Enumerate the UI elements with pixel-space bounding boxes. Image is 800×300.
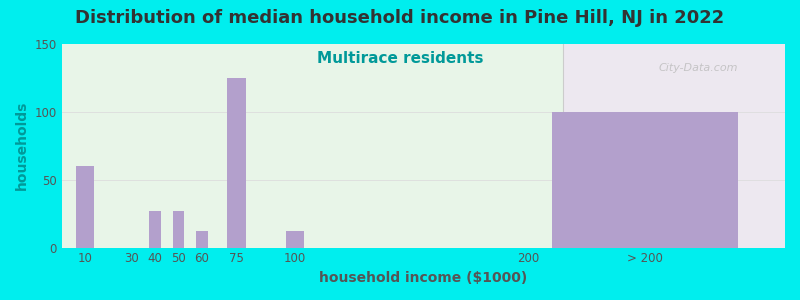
Bar bbox=[149, 211, 161, 247]
Bar bbox=[62, 44, 563, 247]
Text: Multirace residents: Multirace residents bbox=[317, 51, 483, 66]
Bar bbox=[196, 231, 207, 248]
Bar bbox=[552, 112, 738, 248]
Text: Distribution of median household income in Pine Hill, NJ in 2022: Distribution of median household income … bbox=[75, 9, 725, 27]
Bar bbox=[76, 166, 94, 248]
X-axis label: household income ($1000): household income ($1000) bbox=[319, 271, 527, 285]
Bar bbox=[286, 231, 304, 248]
Text: City-Data.com: City-Data.com bbox=[658, 63, 738, 74]
Y-axis label: households: households bbox=[15, 101, 29, 190]
Bar bbox=[563, 44, 785, 247]
Bar bbox=[227, 78, 246, 247]
Bar bbox=[173, 211, 184, 247]
